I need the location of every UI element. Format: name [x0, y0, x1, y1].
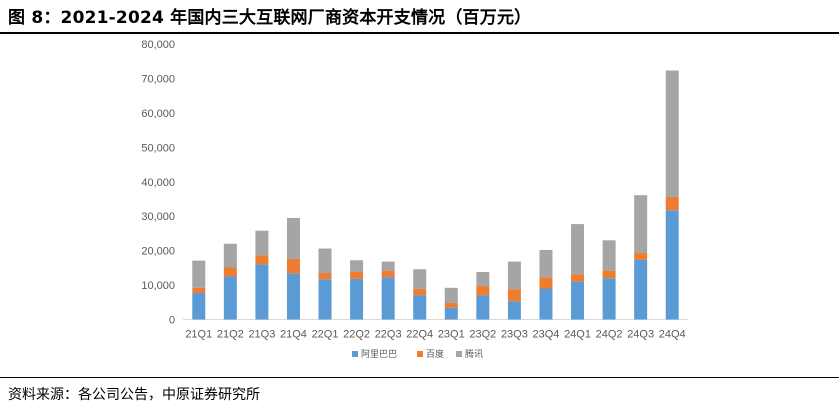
bar-segment-alibaba [602, 278, 616, 320]
bar-segment-baidu [602, 270, 616, 279]
x-tick-label: 23Q3 [501, 329, 528, 341]
legend-label-tencent: 腾讯 [465, 348, 483, 360]
bar-segment-tencent [223, 243, 237, 268]
bar-segment-tencent [634, 195, 648, 254]
x-tick-label: 21Q2 [217, 329, 244, 341]
legend-swatch-alibaba [352, 351, 358, 357]
bar-segment-tencent [539, 249, 553, 278]
bar-segment-baidu [192, 287, 206, 293]
x-tick-label: 22Q2 [343, 329, 370, 341]
bar-segment-baidu [444, 302, 458, 308]
capex-stacked-bar-chart: 0 10,000 20,000 30,000 40,000 50,000 60,000 70,… [141, 39, 688, 360]
y-tick-label: 10,000 [141, 280, 175, 292]
legend-label-baidu: 百度 [426, 348, 444, 360]
x-tick-label: 23Q2 [469, 329, 496, 341]
bar-segment-alibaba [444, 307, 458, 320]
bar-segment-baidu [255, 255, 269, 265]
x-tick-label: 22Q3 [375, 329, 402, 341]
x-tick-label: 24Q3 [627, 329, 654, 341]
legend-swatch-baidu [417, 351, 423, 357]
bar-segment-tencent [413, 269, 427, 289]
bar-segment-alibaba [413, 295, 427, 320]
x-tick-label: 23Q4 [533, 329, 560, 341]
y-tick-label: 80,000 [141, 39, 175, 51]
bar-segment-tencent [286, 217, 300, 259]
bar-segment-alibaba [350, 278, 364, 320]
bar-segment-baidu [223, 267, 237, 277]
bar-segment-alibaba [318, 279, 332, 320]
bar-segment-tencent [318, 248, 332, 274]
bar-segment-baidu [476, 286, 490, 296]
bar-segment-baidu [665, 196, 679, 211]
x-tick-label: 22Q1 [312, 329, 339, 341]
bar-segment-tencent [192, 260, 206, 288]
bar-segment-alibaba [192, 292, 206, 320]
bar-segment-baidu [634, 253, 648, 260]
bar-segment-tencent [255, 230, 269, 256]
bar-segment-tencent [571, 224, 585, 275]
x-tick-label: 22Q4 [406, 329, 433, 341]
x-tick-label: 23Q1 [438, 329, 465, 341]
x-tick-label: 21Q1 [185, 329, 212, 341]
bar-segment-baidu [381, 270, 395, 278]
bar-segment-tencent [602, 240, 616, 271]
bar-segment-baidu [318, 273, 332, 280]
figure-title: 图 8：2021-2024 年国内三大互联网厂商资本开支情况（百万元） [8, 8, 532, 28]
bar-segment-alibaba [255, 264, 269, 320]
bar-segment-tencent [381, 261, 395, 271]
x-tick-label: 21Q4 [280, 329, 307, 341]
bar-segment-alibaba [223, 276, 237, 320]
legend-label-alibaba: 阿里巴巴 [361, 349, 397, 360]
x-tick-label: 24Q2 [596, 329, 623, 341]
bar-segment-tencent [665, 70, 679, 197]
y-tick-label: 40,000 [141, 177, 175, 189]
bar-segment-baidu [350, 271, 364, 279]
bar-segment-tencent [350, 260, 364, 272]
y-tick-label: 20,000 [141, 246, 175, 258]
source-note: 资料来源：各公司公告，中原证券研究所 [8, 387, 260, 403]
bar-segment-baidu [413, 288, 427, 296]
bar-segment-alibaba [665, 210, 679, 320]
y-tick-label: 50,000 [141, 142, 175, 154]
bar-segment-alibaba [286, 273, 300, 320]
bar-segment-tencent [476, 271, 490, 287]
bar-segment-baidu [571, 274, 585, 282]
bar-segment-alibaba [381, 277, 395, 320]
source-divider [0, 377, 839, 378]
y-tick-label: 0 [169, 315, 175, 327]
legend-swatch-tencent [456, 351, 462, 357]
bar-segment-alibaba [634, 259, 648, 320]
bar-segment-baidu [539, 277, 553, 289]
bar-segment-baidu [507, 289, 521, 302]
bar-segment-alibaba [571, 281, 585, 320]
bar-segment-alibaba [476, 295, 490, 320]
x-tick-label: 24Q1 [564, 329, 591, 341]
bar-segment-tencent [444, 287, 458, 303]
bar-segment-baidu [286, 258, 300, 274]
x-tick-label: 21Q3 [248, 329, 275, 341]
bar-segment-alibaba [507, 301, 521, 320]
x-tick-label: 24Q4 [659, 329, 686, 341]
bar-segment-tencent [507, 261, 521, 290]
y-tick-label: 60,000 [141, 108, 175, 120]
y-tick-label: 70,000 [141, 73, 175, 85]
bar-segment-alibaba [539, 288, 553, 320]
y-tick-label: 30,000 [141, 211, 175, 223]
title-divider [0, 32, 839, 34]
